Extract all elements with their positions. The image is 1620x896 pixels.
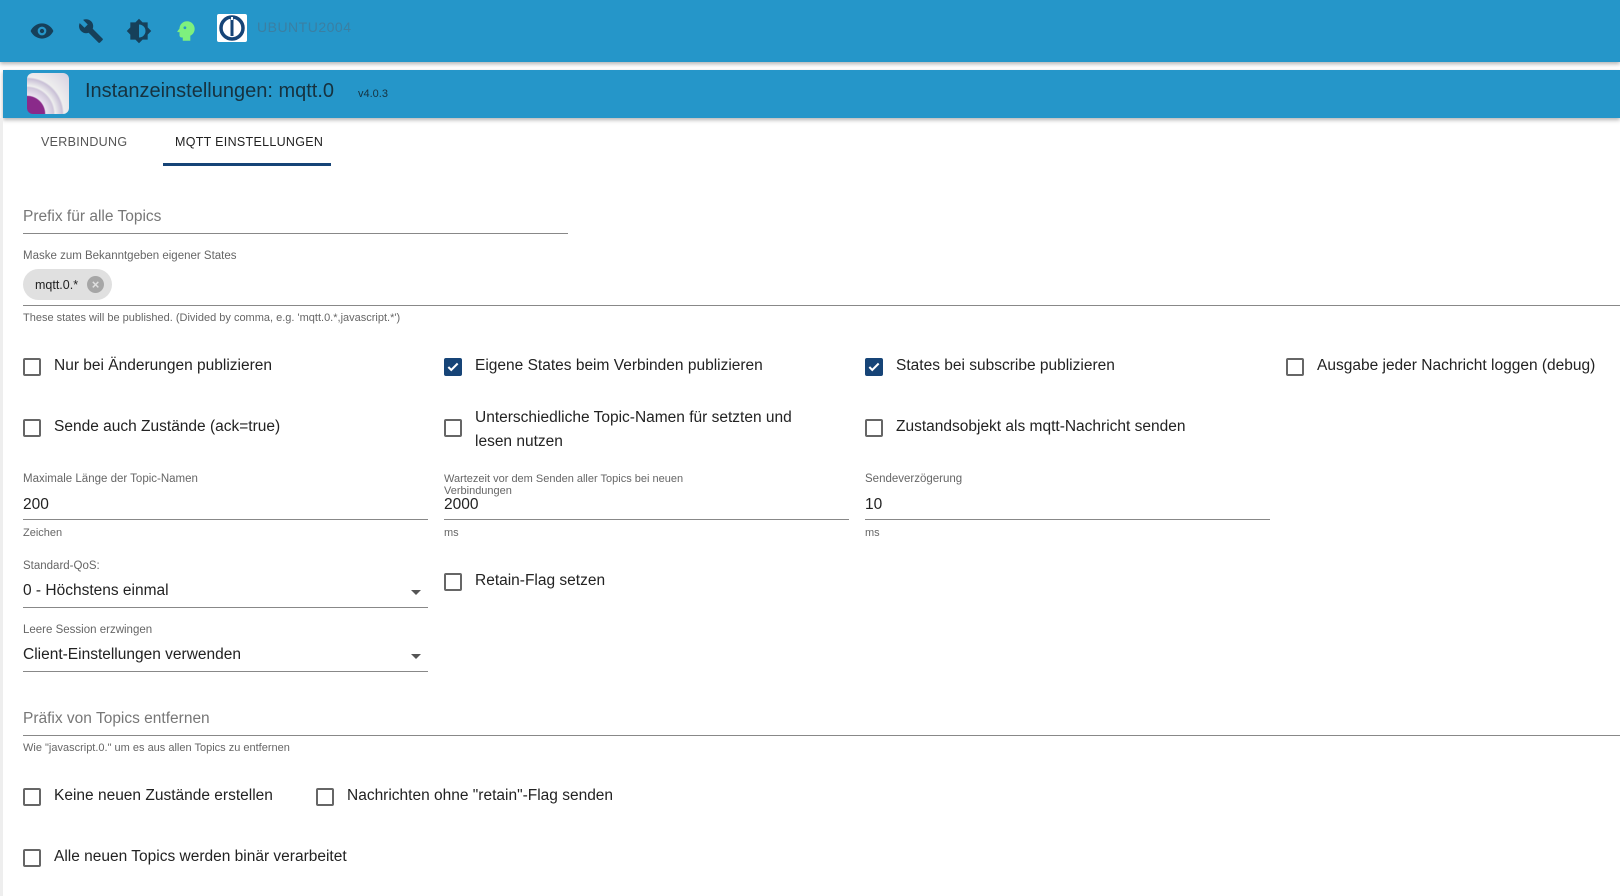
checkbox-zustandsobjekt[interactable]: Zustandsobjekt als mqtt-Nachricht senden (865, 418, 1185, 439)
mask-help: These states will be published. (Divided… (23, 312, 401, 324)
session-select[interactable]: Client-Einstellungen verwenden (23, 646, 241, 663)
mqtt-adapter-icon (27, 73, 69, 114)
chip-label: mqtt.0.* (35, 277, 79, 292)
checkbox-icon[interactable] (23, 358, 41, 376)
max-length-underline (23, 519, 428, 520)
wait-time-label: Wartezeit vor dem Senden aller Topics be… (444, 473, 684, 497)
checkbox-icon[interactable] (865, 419, 883, 437)
session-label: Leere Session erzwingen (23, 624, 153, 636)
checkbox-keine-neuen-zustaende[interactable]: Keine neuen Zustände erstellen (23, 787, 273, 808)
checkbox-retain[interactable]: Retain-Flag setzen (444, 572, 605, 593)
qos-underline (23, 607, 428, 608)
checkbox-binaer[interactable]: Alle neuen Topics werden binär verarbeit… (23, 848, 347, 869)
head-icon[interactable] (173, 18, 199, 44)
remove-prefix-help: Wie "javascript.0." um es aus allen Topi… (23, 742, 290, 754)
version-label: v4.0.3 (358, 88, 388, 100)
checkbox-checked-icon[interactable] (444, 358, 462, 376)
checkbox-icon[interactable] (444, 573, 462, 591)
chevron-down-icon[interactable] (411, 590, 421, 595)
checkbox-icon[interactable] (316, 788, 334, 806)
chip-remove-icon[interactable]: × (87, 276, 105, 293)
chevron-down-icon[interactable] (411, 654, 421, 659)
checkbox-icon[interactable] (23, 849, 41, 867)
instance-header (3, 70, 1620, 118)
send-delay-underline (865, 519, 1270, 520)
eye-icon[interactable] (29, 18, 55, 44)
send-delay-label: Sendeverzögerung (865, 473, 963, 485)
tab-verbindung[interactable]: VERBINDUNG (41, 135, 128, 149)
max-length-unit: Zeichen (23, 527, 63, 539)
tab-mqtt-einstellungen[interactable]: MQTT EINSTELLUNGEN (175, 135, 324, 149)
checkbox-nur-aenderungen[interactable]: Nur bei Änderungen publizieren (23, 357, 272, 378)
wait-time-underline (444, 519, 849, 520)
host-name: UBUNTU2004 (257, 19, 352, 35)
top-toolbar: UBUNTU2004 (0, 0, 1620, 62)
checkbox-ack[interactable]: Sende auch Zustände (ack=true) (23, 418, 280, 439)
qos-select[interactable]: 0 - Höchstens einmal (23, 582, 169, 599)
page-title: Instanzeinstellungen: mqtt.0 (85, 80, 335, 102)
wait-time-input[interactable]: 2000 (444, 496, 479, 513)
prefix-input[interactable]: Prefix für alle Topics (23, 208, 162, 225)
max-length-label: Maximale Länge der Topic-Namen (23, 473, 198, 485)
checkbox-eigene-states[interactable]: Eigene States beim Verbinden publizieren (444, 357, 763, 378)
panel-edge (0, 118, 3, 896)
iobroker-logo[interactable] (217, 14, 247, 42)
mask-underline (23, 305, 1620, 306)
checkbox-icon[interactable] (1286, 358, 1304, 376)
prefix-underline (23, 233, 568, 234)
remove-prefix-input[interactable]: Präfix von Topics entfernen (23, 710, 210, 727)
mask-chip: mqtt.0.* × (23, 269, 112, 300)
max-length-input[interactable]: 200 (23, 496, 49, 513)
checkbox-icon[interactable] (23, 419, 41, 437)
remove-prefix-underline (23, 735, 1620, 736)
brightness-icon[interactable] (126, 18, 152, 44)
send-delay-input[interactable]: 10 (865, 496, 883, 513)
send-delay-unit: ms (865, 527, 880, 539)
mask-label: Maske zum Bekanntgeben eigener States (23, 250, 237, 262)
checkbox-debug[interactable]: Ausgabe jeder Nachricht loggen (debug) (1286, 357, 1595, 378)
checkbox-checked-icon[interactable] (865, 358, 883, 376)
session-underline (23, 671, 428, 672)
checkbox-topic-namen[interactable]: Unterschiedliche Topic-Namen für setzten… (444, 409, 854, 454)
checkbox-subscribe[interactable]: States bei subscribe publizieren (865, 357, 1115, 378)
wrench-icon[interactable] (78, 18, 104, 44)
checkbox-icon[interactable] (23, 788, 41, 806)
active-tab-indicator (163, 163, 331, 166)
qos-label: Standard-QoS: (23, 560, 100, 572)
wait-time-unit: ms (444, 527, 459, 539)
checkbox-ohne-retain[interactable]: Nachrichten ohne "retain"-Flag senden (316, 787, 613, 808)
checkbox-icon[interactable] (444, 419, 462, 437)
